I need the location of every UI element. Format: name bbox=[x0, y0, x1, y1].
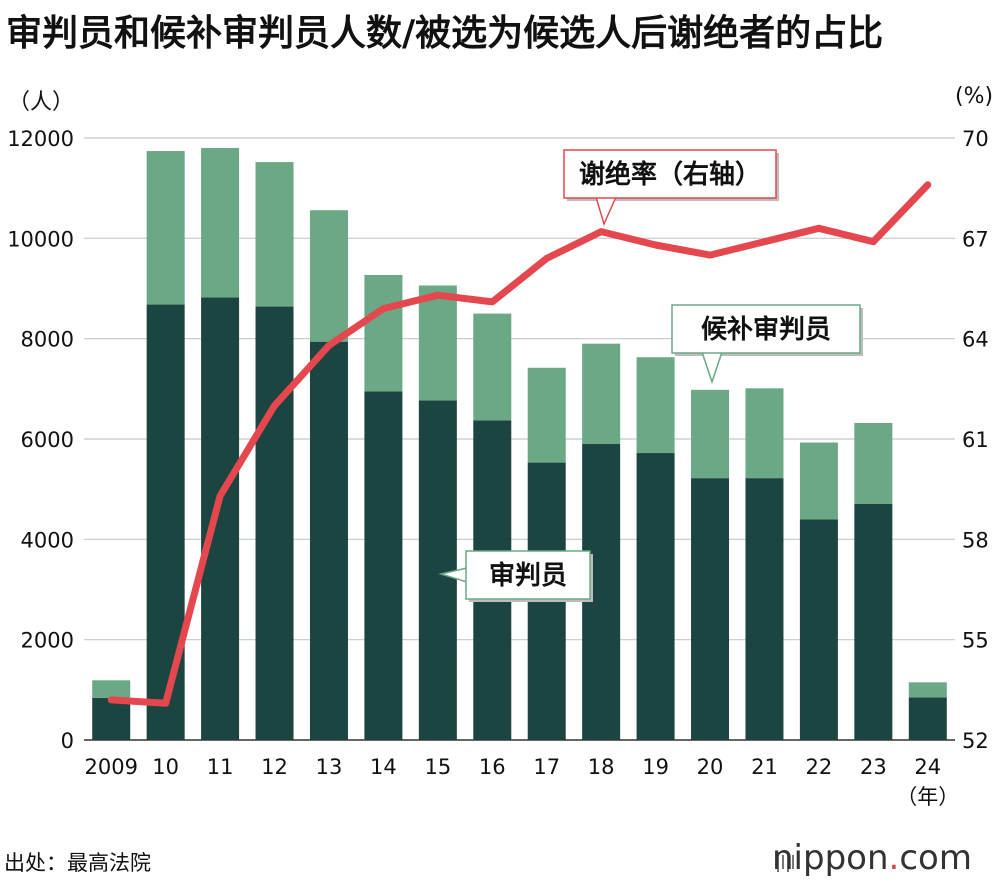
x-tick-label: 12 bbox=[261, 755, 288, 779]
brand-suffix: com bbox=[899, 838, 972, 878]
right-tick-label: 64 bbox=[962, 328, 989, 352]
bar-alternates bbox=[799, 442, 838, 520]
bar-alternates bbox=[691, 389, 730, 479]
x-tick-label: 23 bbox=[860, 755, 887, 779]
brand-name: nippon bbox=[772, 838, 889, 878]
left-tick-label: 8000 bbox=[21, 328, 74, 352]
bar-judges bbox=[854, 503, 893, 740]
chart-title: 审判员和候补审判员人数/被选为候选人后谢绝者的占比 bbox=[6, 13, 884, 54]
judges-callout-box bbox=[465, 550, 591, 600]
alternates-callout-label: 候补审判员 bbox=[701, 314, 831, 345]
x-tick-label: 21 bbox=[751, 755, 778, 779]
judges-callout-label: 审判员 bbox=[489, 560, 567, 591]
bar-alternates bbox=[255, 162, 294, 307]
x-tick-label: 24 bbox=[914, 755, 941, 779]
left-tick-label: 0 bbox=[61, 729, 74, 753]
right-tick-label: 58 bbox=[962, 528, 989, 552]
x-tick-label: 10 bbox=[152, 755, 179, 779]
right-tick-label: 61 bbox=[962, 428, 989, 452]
bar-alternates bbox=[309, 210, 348, 342]
x-tick-label: 22 bbox=[806, 755, 833, 779]
x-tick-label: 14 bbox=[370, 755, 397, 779]
rate-callout-pointer bbox=[594, 196, 618, 227]
bar-judges bbox=[201, 297, 240, 740]
bar-alternates bbox=[854, 422, 893, 504]
bar-alternates bbox=[364, 274, 403, 392]
right-tick-label: 55 bbox=[962, 629, 989, 653]
bar-alternates bbox=[418, 285, 457, 401]
brand-logo: nippon.com bbox=[772, 838, 972, 878]
rate-callout-box bbox=[563, 149, 777, 199]
left-axis-unit: （人） bbox=[8, 90, 75, 115]
bar-alternates bbox=[582, 343, 621, 445]
left-tick-label: 10000 bbox=[7, 227, 74, 251]
x-tick-label: 16 bbox=[479, 755, 506, 779]
alternates-callout-pointer bbox=[700, 351, 724, 385]
right-tick-label: 70 bbox=[962, 127, 989, 151]
bar-alternates bbox=[636, 357, 675, 454]
bar-judges bbox=[309, 341, 348, 740]
x-axis-unit: （年） bbox=[896, 785, 959, 809]
bar-judges bbox=[146, 304, 185, 740]
x-tick-label: 13 bbox=[316, 755, 343, 779]
bar-judges bbox=[92, 697, 131, 740]
bar-judges bbox=[691, 478, 730, 740]
left-tick-label: 6000 bbox=[21, 428, 74, 452]
bar-alternates bbox=[908, 682, 947, 698]
rate-line bbox=[107, 181, 932, 707]
left-tick-label: 12000 bbox=[7, 127, 74, 151]
right-tick-label: 67 bbox=[962, 227, 989, 251]
x-tick-label: 17 bbox=[533, 755, 560, 779]
x-tick-label: 2009 bbox=[84, 755, 137, 779]
bar-judges bbox=[908, 697, 947, 740]
bar-alternates bbox=[527, 367, 566, 463]
bar-judges bbox=[636, 453, 675, 740]
bar-alternates bbox=[92, 680, 131, 698]
left-tick-label: 4000 bbox=[21, 528, 74, 552]
bar-alternates bbox=[201, 148, 240, 298]
bar-judges bbox=[418, 400, 457, 740]
right-axis-unit: (%) bbox=[955, 84, 994, 109]
bar-alternates bbox=[745, 388, 784, 479]
rate-callout-label: 谢绝率（右轴） bbox=[579, 159, 761, 190]
x-tick-label: 20 bbox=[697, 755, 724, 779]
bar-alternates bbox=[473, 313, 512, 421]
source-note: 出处：最高法院 bbox=[4, 851, 151, 875]
bar-judges bbox=[799, 519, 838, 740]
right-tick-label: 52 bbox=[962, 729, 989, 753]
bar-alternates bbox=[146, 151, 185, 305]
bar-judges bbox=[745, 478, 784, 740]
left-tick-label: 2000 bbox=[21, 629, 74, 653]
x-tick-label: 18 bbox=[588, 755, 615, 779]
bar-judges bbox=[364, 391, 403, 740]
brand-dot: . bbox=[888, 838, 900, 878]
bar-judges bbox=[255, 306, 294, 740]
x-tick-label: 11 bbox=[207, 755, 234, 779]
x-tick-label: 15 bbox=[424, 755, 451, 779]
alternates-callout-box bbox=[671, 304, 861, 354]
x-tick-label: 19 bbox=[642, 755, 669, 779]
